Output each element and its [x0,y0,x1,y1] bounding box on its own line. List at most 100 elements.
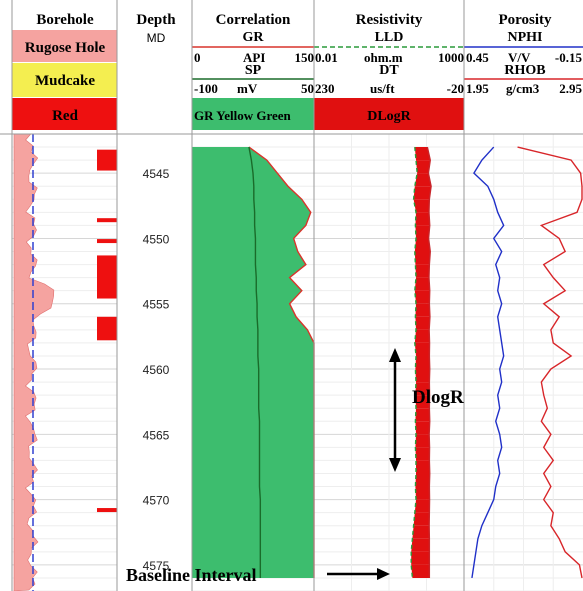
lld-max: 1000 [438,50,464,65]
dlogr-fill-label: DLogR [367,109,411,124]
lld-units: ohm.m [364,50,403,65]
dlogr-fill [415,355,430,370]
dlogr-fill-legend [314,98,464,130]
rugose-fill [13,133,55,591]
resistivity-track [410,146,432,579]
rhob-units: g/cm3 [506,81,540,96]
dlogr-annotation-label: DlogR [412,387,464,408]
rhob-curve [517,146,583,579]
red-flag-tick [97,218,117,223]
rugose-label: Rugose Hole [25,40,106,56]
sp-name: SP [245,63,262,78]
red-flag-tick [97,508,117,513]
rhob-min: 1.95 [466,81,489,96]
dlogr-fill [416,460,430,474]
nphi-name: NPHI [508,30,543,45]
borehole-track [13,133,117,591]
dlogr-fill [414,147,431,161]
rhob-name: RHOB [504,63,545,78]
sp-min: -100 [194,81,218,96]
dlogr-fill [415,473,430,487]
dlogr-fill [415,486,430,500]
dlogr-fill [415,395,430,409]
nphi-max: -0.15 [555,50,583,65]
red-flag-block [97,149,117,171]
depth-tick-label: 4570 [143,494,170,508]
nphi-curve [471,146,505,579]
porosity-track [471,146,583,579]
dlogr-fill [414,329,430,343]
depth-tick-label: 4555 [143,298,170,312]
lld-name: LLD [375,30,404,45]
red-flag-block [97,255,117,299]
borehole-title: Borehole [36,12,94,28]
correlation-title: Correlation [216,12,291,28]
sp-max: 50 [301,81,314,96]
dlogr-fill [415,316,430,330]
dlogr-fill [415,212,430,226]
dlogr-fill [412,525,430,539]
sp-curve [248,146,262,578]
depth-tick-label: 4565 [143,428,170,442]
depth-track: 4545 4550 4555 4560 4565 4570 4575 [143,167,170,573]
dt-min: 230 [315,81,335,96]
gr-fill [192,147,314,578]
dlogr-fill [415,408,430,422]
dt-max: -20 [447,81,464,96]
porosity-title: Porosity [498,12,552,28]
dlogr-fill [411,538,430,552]
gr-name: GR [243,30,265,45]
mudcake-swatch [12,63,117,97]
gr-units: API [243,50,265,65]
dlogr-fill [413,186,432,200]
dlogr-fill [415,447,430,461]
dlogr-fill [414,251,431,265]
gr-fill-legend [192,98,314,130]
dlogr-fill [414,342,430,356]
dlogr-fill [415,421,430,435]
dlogr-fill [411,564,430,578]
dlogr-fill [415,382,430,396]
depth-tick-label: 4545 [143,167,170,181]
gr-max: 150 [295,50,315,65]
dlogr-fill [414,238,431,252]
red-label: Red [52,108,78,124]
depth-units: MD [147,31,166,45]
red-swatch [12,98,117,130]
depth-title: Depth [136,12,176,28]
dlogr-annotation: DlogR [389,348,464,472]
dlogr-fill [414,173,432,187]
gr-fill-label: GR Yellow Green [194,108,292,123]
dlogr-fill [415,434,430,448]
depth-tick-label: 4560 [143,363,170,377]
dlogr-fill [414,499,430,513]
nphi-min: 0.45 [466,50,489,65]
dlogr-fill [413,199,430,213]
gr-min: 0 [194,50,201,65]
dlogr-fill [415,264,430,278]
sp-units: mV [237,81,258,96]
dlogr-fill [413,512,430,526]
nphi-units: V/V [508,50,531,65]
rhob-max: 2.95 [559,81,582,96]
red-flag-block [97,316,117,341]
rugose-swatch [12,30,117,62]
dlogr-fill [416,160,431,174]
baseline-annotation: Baseline Interval [126,565,390,585]
lld-curve [426,146,432,578]
dlogr-fill [414,277,430,291]
dlogr-fill [415,369,430,383]
dlogr-fill [415,303,430,317]
dt-units: us/ft [370,81,395,96]
depth-tick-label: 4550 [143,232,170,246]
dlogr-fill [415,225,430,239]
red-flag-tick [97,239,117,244]
correlation-track [192,146,315,578]
baseline-annotation-label: Baseline Interval [126,565,257,585]
depth-tick-label: 4575 [143,559,170,573]
dlogr-fill [411,551,430,565]
resistivity-title: Resistivity [356,12,423,28]
mudcake-label: Mudcake [35,73,95,89]
lld-min: 0.01 [315,50,338,65]
